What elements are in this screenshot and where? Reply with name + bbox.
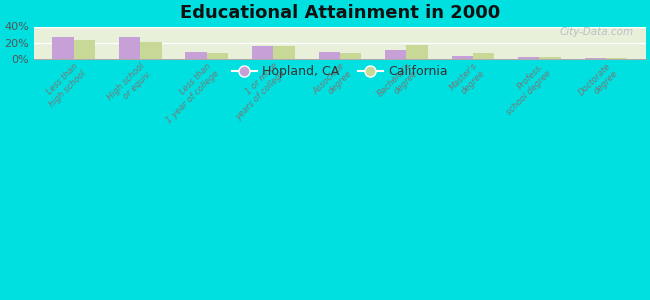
Bar xyxy=(318,52,340,59)
Bar xyxy=(185,52,207,59)
Title: Educational Attainment in 2000: Educational Attainment in 2000 xyxy=(179,4,500,22)
Bar xyxy=(406,45,428,58)
Bar xyxy=(73,40,95,59)
Bar xyxy=(273,46,294,58)
Text: City-Data.com: City-Data.com xyxy=(560,28,634,38)
Bar xyxy=(385,50,406,58)
Bar xyxy=(119,37,140,58)
Bar xyxy=(452,56,473,58)
Bar xyxy=(340,52,361,59)
Bar xyxy=(207,52,228,59)
Bar xyxy=(140,42,161,58)
Bar xyxy=(518,57,540,59)
Legend: Hopland, CA, California: Hopland, CA, California xyxy=(227,60,452,83)
Bar xyxy=(540,57,561,59)
Bar xyxy=(53,37,73,58)
Bar xyxy=(252,46,273,58)
Bar xyxy=(473,53,494,58)
